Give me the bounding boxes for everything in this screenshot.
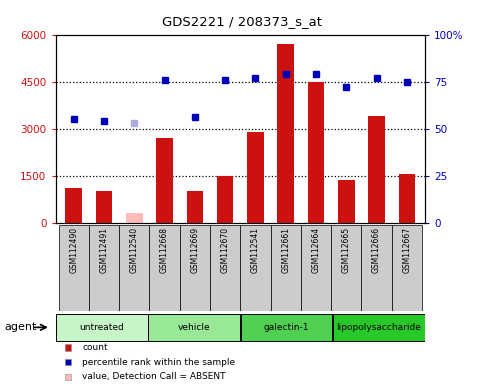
- Text: percentile rank within the sample: percentile rank within the sample: [82, 358, 235, 367]
- Bar: [392, 225, 422, 311]
- Bar: [241, 225, 270, 311]
- Bar: [58, 225, 89, 311]
- Bar: [210, 225, 241, 311]
- Bar: [180, 225, 210, 311]
- Bar: [308, 82, 325, 223]
- Bar: [186, 191, 203, 223]
- Bar: [301, 225, 331, 311]
- Text: GSM112667: GSM112667: [402, 227, 412, 273]
- Bar: [65, 359, 71, 365]
- Text: count: count: [82, 343, 108, 352]
- Bar: [398, 174, 415, 223]
- Bar: [65, 344, 71, 351]
- Bar: [96, 191, 113, 223]
- Text: GSM112661: GSM112661: [281, 227, 290, 273]
- Bar: [270, 225, 301, 311]
- Text: GSM112541: GSM112541: [251, 227, 260, 273]
- Text: GSM112665: GSM112665: [342, 227, 351, 273]
- Text: GSM112490: GSM112490: [69, 227, 78, 273]
- Bar: [149, 225, 180, 311]
- Text: lipopolysaccharide: lipopolysaccharide: [337, 323, 421, 332]
- Bar: [156, 138, 173, 223]
- Text: galectin-1: galectin-1: [264, 323, 309, 332]
- Bar: [89, 225, 119, 311]
- Text: GSM112668: GSM112668: [160, 227, 169, 273]
- Text: GSM112666: GSM112666: [372, 227, 381, 273]
- Bar: [368, 116, 385, 223]
- Text: GSM112540: GSM112540: [130, 227, 139, 273]
- Bar: [148, 313, 240, 341]
- Bar: [338, 180, 355, 223]
- Text: GSM112664: GSM112664: [312, 227, 321, 273]
- Bar: [331, 225, 361, 311]
- Bar: [333, 313, 425, 341]
- Bar: [65, 188, 82, 223]
- Bar: [217, 176, 233, 223]
- Text: vehicle: vehicle: [178, 323, 211, 332]
- Bar: [361, 225, 392, 311]
- Bar: [56, 313, 148, 341]
- Bar: [119, 225, 149, 311]
- Text: value, Detection Call = ABSENT: value, Detection Call = ABSENT: [82, 372, 226, 381]
- Text: GSM112491: GSM112491: [99, 227, 109, 273]
- Text: untreated: untreated: [79, 323, 124, 332]
- Text: GDS2221 / 208373_s_at: GDS2221 / 208373_s_at: [161, 15, 322, 28]
- Bar: [247, 132, 264, 223]
- Text: GSM112669: GSM112669: [190, 227, 199, 273]
- Text: agent: agent: [5, 322, 37, 333]
- Text: GSM112670: GSM112670: [221, 227, 229, 273]
- Bar: [241, 313, 332, 341]
- Bar: [65, 374, 71, 380]
- Bar: [277, 44, 294, 223]
- Bar: [126, 214, 142, 223]
